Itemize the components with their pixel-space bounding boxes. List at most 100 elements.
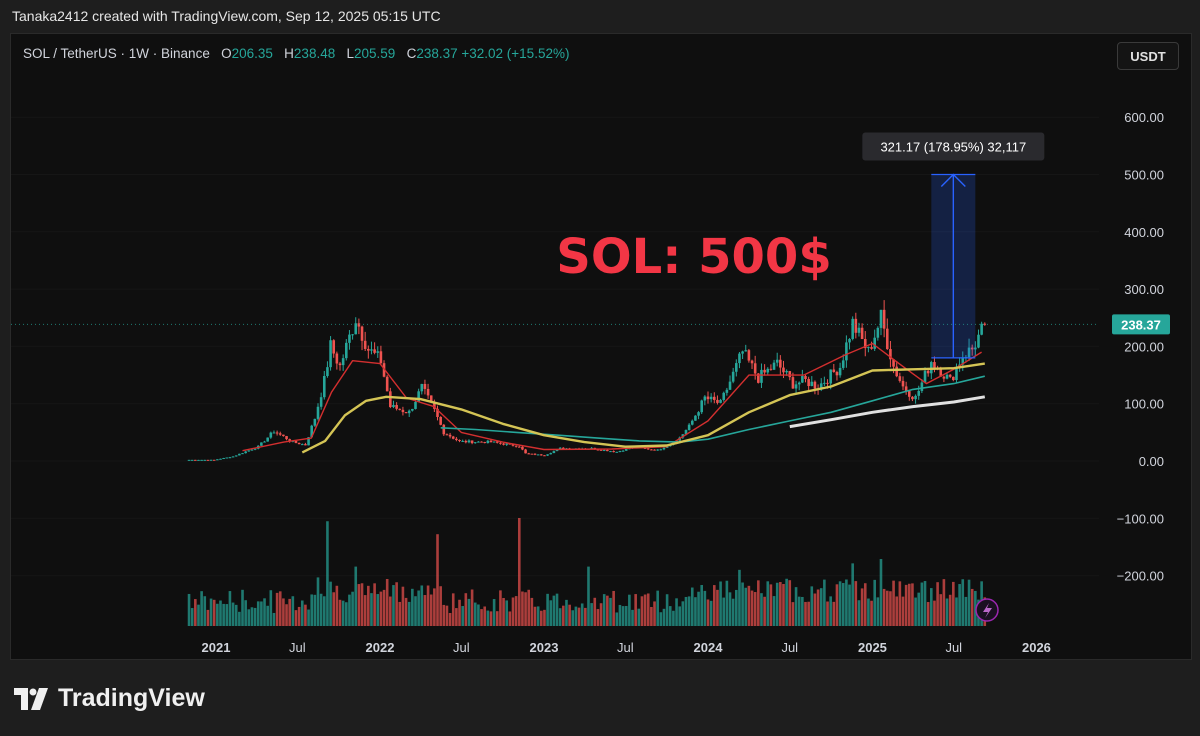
candle-body	[841, 360, 845, 368]
candle-body	[470, 440, 474, 444]
candle-body	[914, 395, 917, 400]
volume-bar	[322, 596, 326, 626]
candle-body	[253, 448, 257, 450]
candle-body	[304, 444, 307, 446]
volume-bar	[747, 585, 751, 626]
chart-frame[interactable]: SOL / TetherUS · 1W · Binance O206.35 H2…	[10, 33, 1192, 660]
candle-body	[870, 347, 873, 349]
candle-body	[187, 459, 191, 461]
volume-bar	[807, 601, 810, 626]
candle-body	[857, 327, 861, 333]
candle-body	[892, 359, 895, 367]
symbol-label[interactable]: SOL / TetherUS · 1W · Binance	[23, 46, 210, 61]
candle-body	[656, 449, 659, 451]
volume-bar	[370, 593, 373, 626]
candle-body	[451, 436, 455, 439]
volume-bar	[634, 594, 637, 626]
candle-body	[983, 323, 987, 325]
volume-bar	[357, 584, 361, 626]
candle-body	[200, 459, 203, 461]
candle-body	[521, 446, 524, 450]
candle-body	[659, 449, 663, 451]
volume-bar	[200, 591, 203, 626]
volume-bar	[656, 590, 659, 626]
y-tick-label: 0.00	[1139, 454, 1164, 469]
candle-body	[735, 363, 738, 372]
candle-body	[234, 455, 238, 457]
volume-bar	[297, 606, 301, 626]
volume-bar	[697, 591, 700, 626]
candle-body	[970, 347, 974, 350]
candle-body	[876, 327, 880, 338]
candle-body	[357, 323, 361, 327]
volume-bar	[514, 596, 518, 626]
candle-body	[319, 397, 323, 407]
candle-body	[341, 358, 345, 366]
candle-body	[801, 376, 804, 383]
candle-body	[882, 309, 886, 329]
low-value: 205.59	[354, 46, 396, 61]
volume-bar	[731, 598, 735, 626]
candle-body	[514, 445, 518, 447]
volume-bar	[404, 597, 408, 626]
symbol-ohlc-header: SOL / TetherUS · 1W · Binance O206.35 H2…	[23, 46, 569, 61]
tradingview-logo[interactable]: TradingView	[14, 684, 205, 713]
candle-body	[977, 334, 980, 348]
candle-body	[895, 366, 899, 377]
candle-body	[414, 401, 417, 409]
ma-line-white	[789, 395, 986, 429]
candle-body	[423, 383, 427, 389]
candle-body	[694, 415, 697, 421]
candle-body	[190, 459, 194, 461]
volume-bar	[763, 596, 766, 626]
candle-body	[719, 399, 722, 403]
x-tick-label: 2022	[366, 640, 395, 655]
volume-bar	[621, 606, 625, 626]
volume-bar	[546, 593, 549, 626]
volume-bar	[936, 582, 939, 626]
candle-body	[804, 376, 807, 379]
volume-bar	[568, 604, 571, 626]
volume-bar	[565, 599, 568, 626]
y-tick-label: 500.00	[1124, 168, 1164, 183]
candle-body	[826, 382, 829, 384]
volume-bar	[442, 604, 446, 626]
x-tick-label: 2025	[858, 640, 887, 655]
volume-bar	[675, 598, 678, 626]
volume-bar	[882, 588, 886, 626]
volume-bar	[241, 589, 244, 626]
candle-body	[558, 447, 562, 450]
candle-body	[911, 396, 914, 400]
volume-bar	[917, 592, 921, 626]
candle-body	[810, 381, 814, 387]
volume-bar	[275, 592, 279, 626]
volume-bar	[889, 591, 892, 626]
currency-button[interactable]: USDT	[1117, 42, 1179, 70]
tradingview-logo-icon	[14, 687, 48, 710]
volume-bar	[338, 599, 342, 626]
volume-bar	[499, 590, 502, 626]
volume-bar	[876, 597, 880, 626]
candle-body	[731, 371, 735, 382]
volume-bar	[351, 591, 354, 626]
candle-body	[385, 376, 389, 392]
volume-bar	[260, 601, 263, 626]
candle-body	[511, 443, 515, 446]
volume-bar	[738, 569, 741, 626]
candle-body	[813, 381, 817, 389]
volume-bar	[486, 610, 490, 626]
volume-bar	[197, 604, 200, 626]
volume-bar	[788, 580, 792, 626]
volume-bar	[411, 588, 414, 626]
volume-bar	[445, 605, 449, 626]
volume-bar	[439, 586, 442, 626]
volume-bar	[433, 588, 436, 626]
volume-bar	[508, 611, 512, 626]
volume-bar	[804, 601, 807, 626]
volume-bar	[571, 610, 575, 626]
price-chart[interactable]: 321.17 (178.95%) 32,117 600.00 500.00 400.…	[11, 34, 1191, 659]
volume-bar	[530, 597, 534, 626]
candle-body	[439, 416, 442, 425]
volume-bar	[879, 559, 883, 626]
candle-body	[662, 447, 666, 450]
